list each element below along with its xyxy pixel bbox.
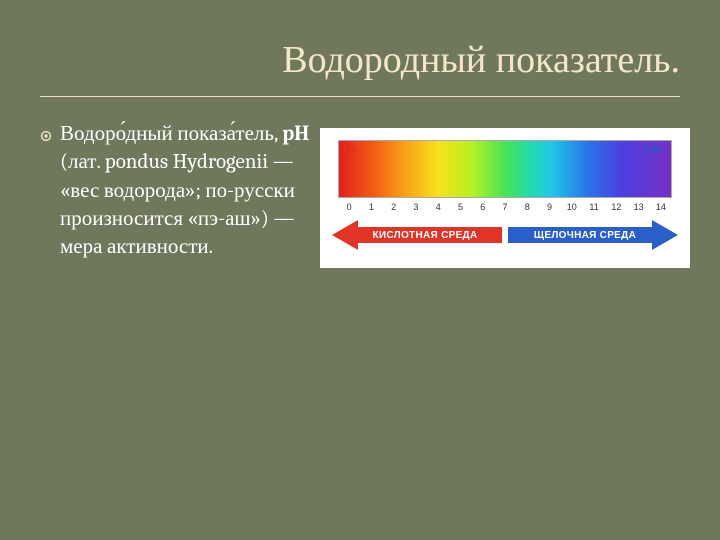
ph-tick: 4 [427, 202, 449, 212]
ph-tick: 12 [605, 202, 627, 212]
scale-wrap: H+ OH− 01234567891011121314 [338, 140, 672, 212]
ph-tick: 8 [516, 202, 538, 212]
ion-oh-minus: OH− [645, 144, 668, 156]
body-prefix: Водоро́дный показа́тель, [60, 122, 282, 146]
ph-tick: 1 [360, 202, 382, 212]
arrows-row: КИСЛОТНАЯ СРЕДА ЩЕЛОЧНАЯ СРЕДА [332, 220, 678, 250]
ph-tick: 9 [538, 202, 560, 212]
ph-gradient-bar [338, 140, 672, 198]
body-content: Водоро́дный показа́тель, pH (лат. pondus… [40, 120, 310, 262]
ph-tick: 11 [583, 202, 605, 212]
ph-tick: 2 [383, 202, 405, 212]
slide: Водородный показатель. Водоро́дный показ… [0, 0, 720, 540]
ph-tick: 7 [494, 202, 516, 212]
ion-h-plus: H+ [342, 144, 357, 156]
slide-title: Водородный показатель. [282, 38, 680, 82]
bullet-icon [40, 129, 52, 141]
ph-figure: H+ OH− 01234567891011121314 КИСЛОТНАЯ СР… [320, 128, 690, 268]
ph-tick: 5 [449, 202, 471, 212]
ph-ticks: 01234567891011121314 [338, 202, 672, 212]
title-divider [40, 96, 680, 97]
body-bold: pH [282, 122, 309, 146]
body-suffix: (лат. pondus Hydrogenii — «вес водорода»… [60, 150, 295, 259]
ph-tick: 14 [650, 202, 672, 212]
ph-tick: 13 [627, 202, 649, 212]
body-text: Водоро́дный показа́тель, pH (лат. pondus… [60, 120, 310, 262]
ph-tick: 3 [405, 202, 427, 212]
ph-tick: 6 [472, 202, 494, 212]
acid-arrow-label: КИСЛОТНАЯ СРЕДА [332, 220, 502, 250]
acid-arrow: КИСЛОТНАЯ СРЕДА [332, 220, 502, 250]
alkali-arrow: ЩЕЛОЧНАЯ СРЕДА [508, 220, 678, 250]
ph-tick: 0 [338, 202, 360, 212]
alkali-arrow-label: ЩЕЛОЧНАЯ СРЕДА [508, 220, 678, 250]
ph-tick: 10 [561, 202, 583, 212]
